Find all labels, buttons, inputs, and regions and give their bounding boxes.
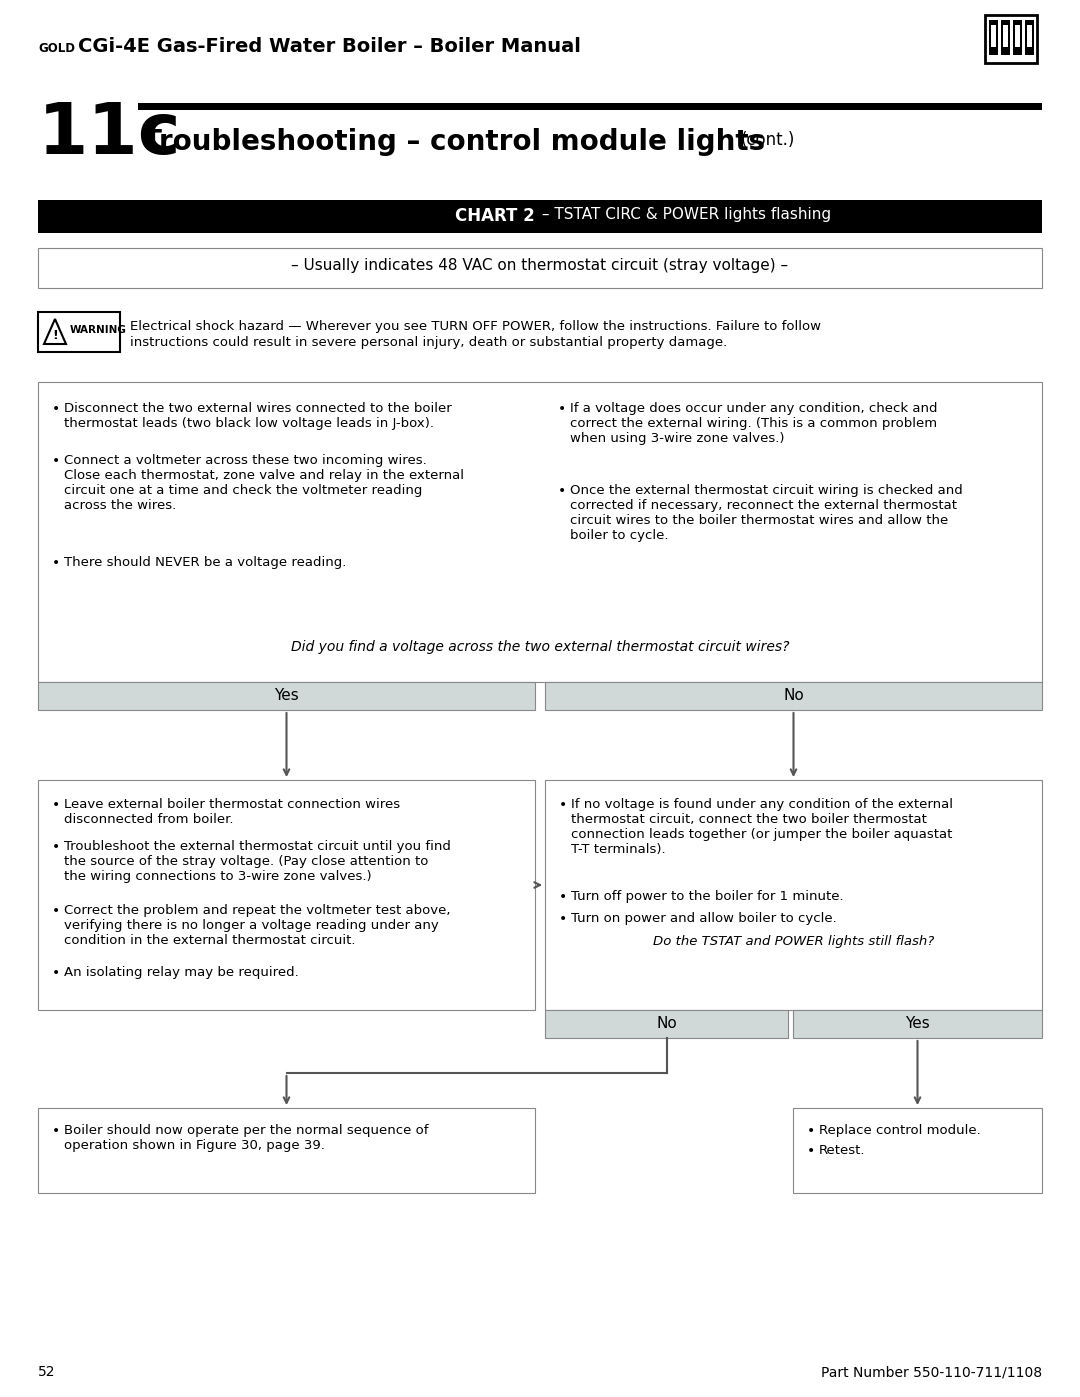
Text: •: • — [52, 454, 60, 468]
Text: •: • — [559, 912, 567, 926]
Text: WARNING: WARNING — [70, 326, 126, 335]
Text: Once the external thermostat circuit wiring is checked and
corrected if necessar: Once the external thermostat circuit wir… — [570, 483, 962, 542]
Bar — [1015, 25, 1020, 47]
Text: •: • — [558, 402, 566, 416]
Text: Electrical shock hazard — Wherever you see TURN OFF POWER, follow the instructio: Electrical shock hazard — Wherever you s… — [130, 320, 821, 332]
Text: •: • — [559, 890, 567, 904]
Text: !: ! — [52, 330, 58, 342]
Text: Troubleshoot the external thermostat circuit until you find
the source of the st: Troubleshoot the external thermostat cir… — [64, 840, 450, 883]
Text: Yes: Yes — [905, 1016, 930, 1031]
Bar — [991, 25, 996, 47]
Bar — [793, 1108, 1042, 1193]
Text: If no voltage is found under any condition of the external
thermostat circuit, c: If no voltage is found under any conditi… — [571, 798, 953, 856]
Text: Troubleshooting – control module lights: Troubleshooting – control module lights — [143, 129, 765, 156]
Bar — [138, 103, 1042, 110]
Text: Boiler should now operate per the normal sequence of
operation shown in Figure 3: Boiler should now operate per the normal… — [64, 1125, 429, 1153]
Bar — [985, 15, 1037, 63]
Text: 52: 52 — [38, 1365, 55, 1379]
Text: CGi-4E Gas-Fired Water Boiler – Boiler Manual: CGi-4E Gas-Fired Water Boiler – Boiler M… — [78, 36, 581, 56]
Bar — [989, 20, 998, 54]
Text: Correct the problem and repeat the voltmeter test above,
verifying there is no l: Correct the problem and repeat the voltm… — [64, 904, 450, 947]
Bar — [545, 682, 1042, 710]
Text: – Usually indicates 48 VAC on thermostat circuit (stray voltage) –: – Usually indicates 48 VAC on thermostat… — [292, 258, 788, 272]
Text: Retest.: Retest. — [819, 1144, 865, 1157]
Polygon shape — [44, 319, 66, 344]
Text: If a voltage does occur under any condition, check and
correct the external wiri: If a voltage does occur under any condit… — [570, 402, 937, 446]
Bar — [1025, 20, 1034, 54]
Bar — [38, 381, 1042, 682]
Text: There should NEVER be a voltage reading.: There should NEVER be a voltage reading. — [64, 556, 347, 569]
Text: •: • — [52, 904, 60, 918]
Text: – TSTAT CIRC & POWER lights flashing: – TSTAT CIRC & POWER lights flashing — [537, 207, 832, 222]
Bar — [1027, 25, 1032, 47]
Text: Yes: Yes — [274, 687, 299, 703]
Bar — [1003, 25, 1008, 47]
Text: •: • — [807, 1125, 815, 1139]
Text: Turn on power and allow boiler to cycle.: Turn on power and allow boiler to cycle. — [571, 912, 837, 925]
Bar — [38, 312, 120, 352]
Bar — [545, 780, 1042, 1010]
Text: GOLD: GOLD — [38, 42, 75, 54]
Text: instructions could result in severe personal injury, death or substantial proper: instructions could result in severe pers… — [130, 337, 727, 349]
Text: No: No — [783, 687, 804, 703]
Text: Do the TSTAT ​and​ POWER ​lights still flash?: Do the TSTAT ​and​ POWER ​lights still f… — [653, 935, 934, 949]
Text: Leave external boiler thermostat connection wires
disconnected from boiler.: Leave external boiler thermostat connect… — [64, 798, 400, 826]
Bar — [38, 249, 1042, 288]
Text: Part Number 550-110-711/1108: Part Number 550-110-711/1108 — [821, 1365, 1042, 1379]
Text: Turn off power to the boiler for 1 minute.: Turn off power to the boiler for 1 minut… — [571, 890, 843, 902]
Text: Did you find a voltage across the two external thermostat circuit wires?: Did you find a voltage across the two ex… — [291, 640, 789, 654]
Text: Replace control module.: Replace control module. — [819, 1125, 981, 1137]
Bar — [38, 780, 535, 1010]
Bar — [1013, 20, 1022, 54]
Text: 11c: 11c — [38, 101, 181, 169]
Text: •: • — [807, 1144, 815, 1158]
Text: •: • — [52, 798, 60, 812]
Text: No: No — [657, 1016, 677, 1031]
Bar — [38, 200, 1042, 233]
Text: (cont.): (cont.) — [741, 131, 795, 149]
Text: •: • — [52, 1125, 60, 1139]
Bar — [793, 1010, 1042, 1038]
Bar — [38, 682, 535, 710]
Text: •: • — [52, 402, 60, 416]
Text: Disconnect the two external wires connected to the boiler
thermostat leads (two : Disconnect the two external wires connec… — [64, 402, 451, 430]
Bar — [1001, 20, 1010, 54]
Text: CHART 2: CHART 2 — [456, 207, 535, 225]
Text: •: • — [52, 840, 60, 854]
Text: An isolating relay may be required.: An isolating relay may be required. — [64, 965, 299, 979]
Bar — [38, 1108, 535, 1193]
Text: •: • — [558, 483, 566, 497]
Text: Connect a voltmeter across these two incoming wires.
Close each thermostat, zone: Connect a voltmeter across these two inc… — [64, 454, 464, 511]
Bar — [545, 1010, 788, 1038]
Text: •: • — [52, 965, 60, 981]
Text: •: • — [52, 556, 60, 570]
Text: •: • — [559, 798, 567, 812]
